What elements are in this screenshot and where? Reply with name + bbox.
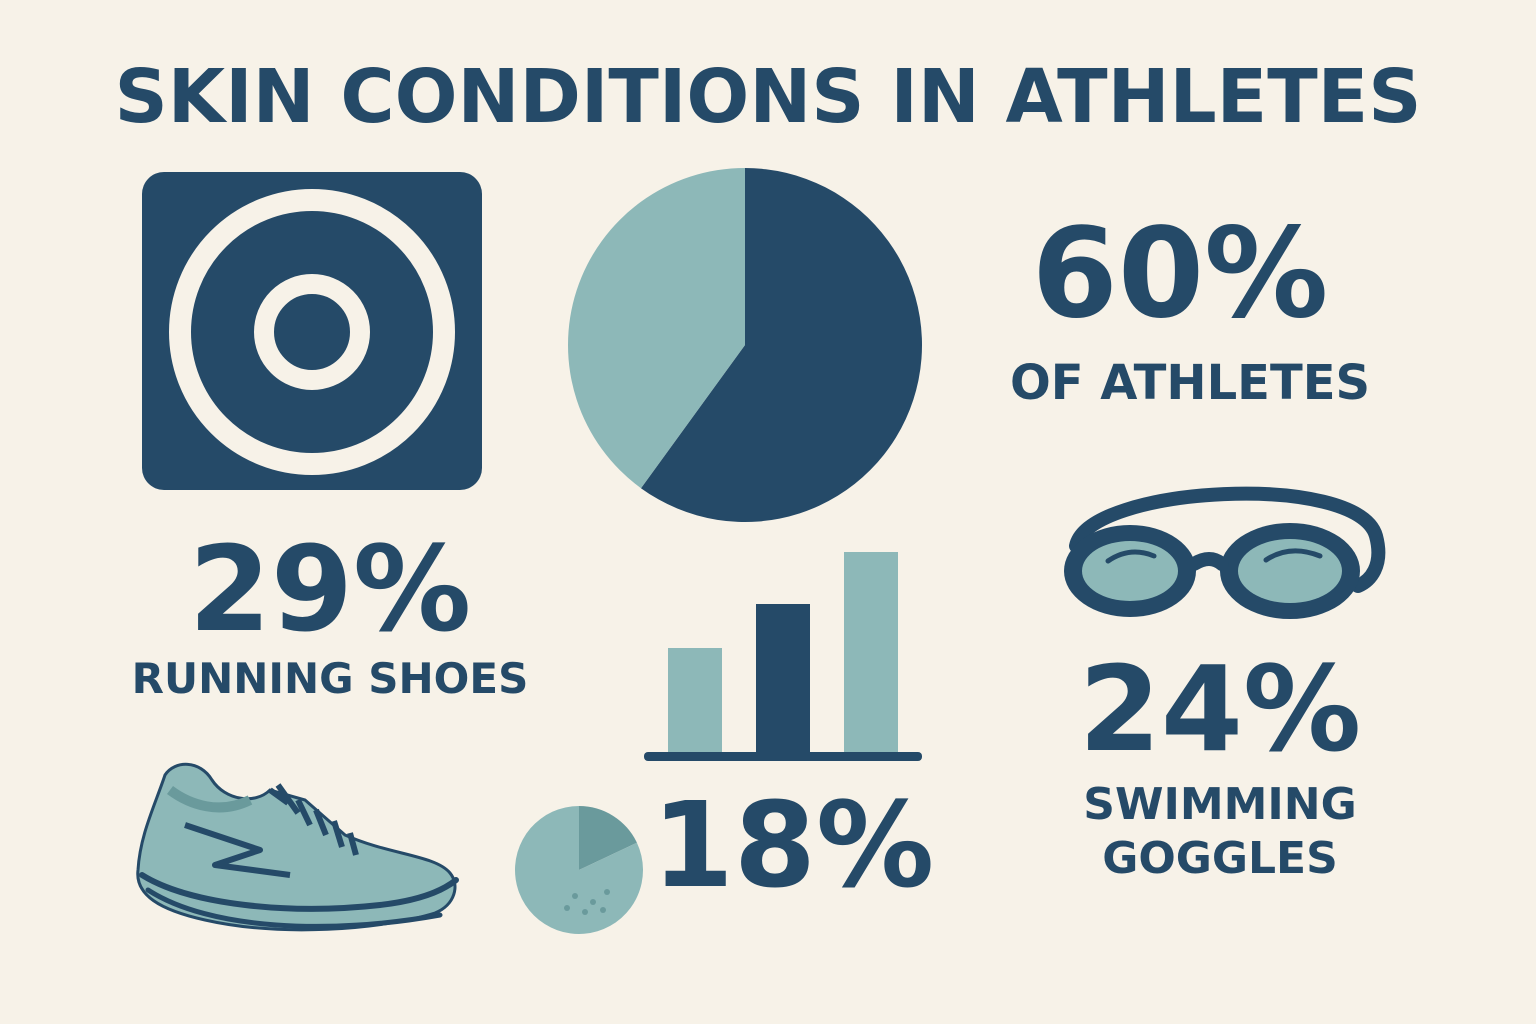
small-pie-slice-rest bbox=[515, 806, 643, 934]
other-stat-value: 18% bbox=[651, 776, 935, 914]
running-shoes-stat-value: 29% bbox=[188, 520, 472, 658]
running-shoes-stat-label: RUNNING SHOES bbox=[131, 654, 529, 703]
goggles-stat-label-line2: GOGGLES bbox=[1102, 833, 1338, 884]
pie-slice-major bbox=[640, 168, 922, 522]
goggles-stat-value: 24% bbox=[1078, 640, 1362, 778]
athletes-stat-value: 60% bbox=[1031, 202, 1329, 346]
target-icon bbox=[142, 172, 482, 490]
bar-chart-baseline bbox=[644, 752, 922, 761]
goggles-stat-label-line1: SWIMMING bbox=[1083, 779, 1357, 830]
pie-slice-minor bbox=[568, 168, 745, 489]
bar-3 bbox=[844, 552, 898, 752]
goggles-icon bbox=[1064, 486, 1386, 619]
small-pie-icon bbox=[515, 806, 643, 934]
athletes-stat-label: OF ATHLETES bbox=[1009, 355, 1371, 411]
bar-chart-icon bbox=[644, 552, 922, 761]
small-pie-slice-major-segment bbox=[579, 806, 637, 870]
page-title: SKIN CONDITIONS IN ATHLETES bbox=[114, 54, 1422, 140]
pie-chart-icon bbox=[568, 168, 922, 522]
running-shoe-icon bbox=[136, 762, 459, 932]
bar-1 bbox=[668, 648, 722, 752]
bar-2 bbox=[756, 604, 810, 752]
